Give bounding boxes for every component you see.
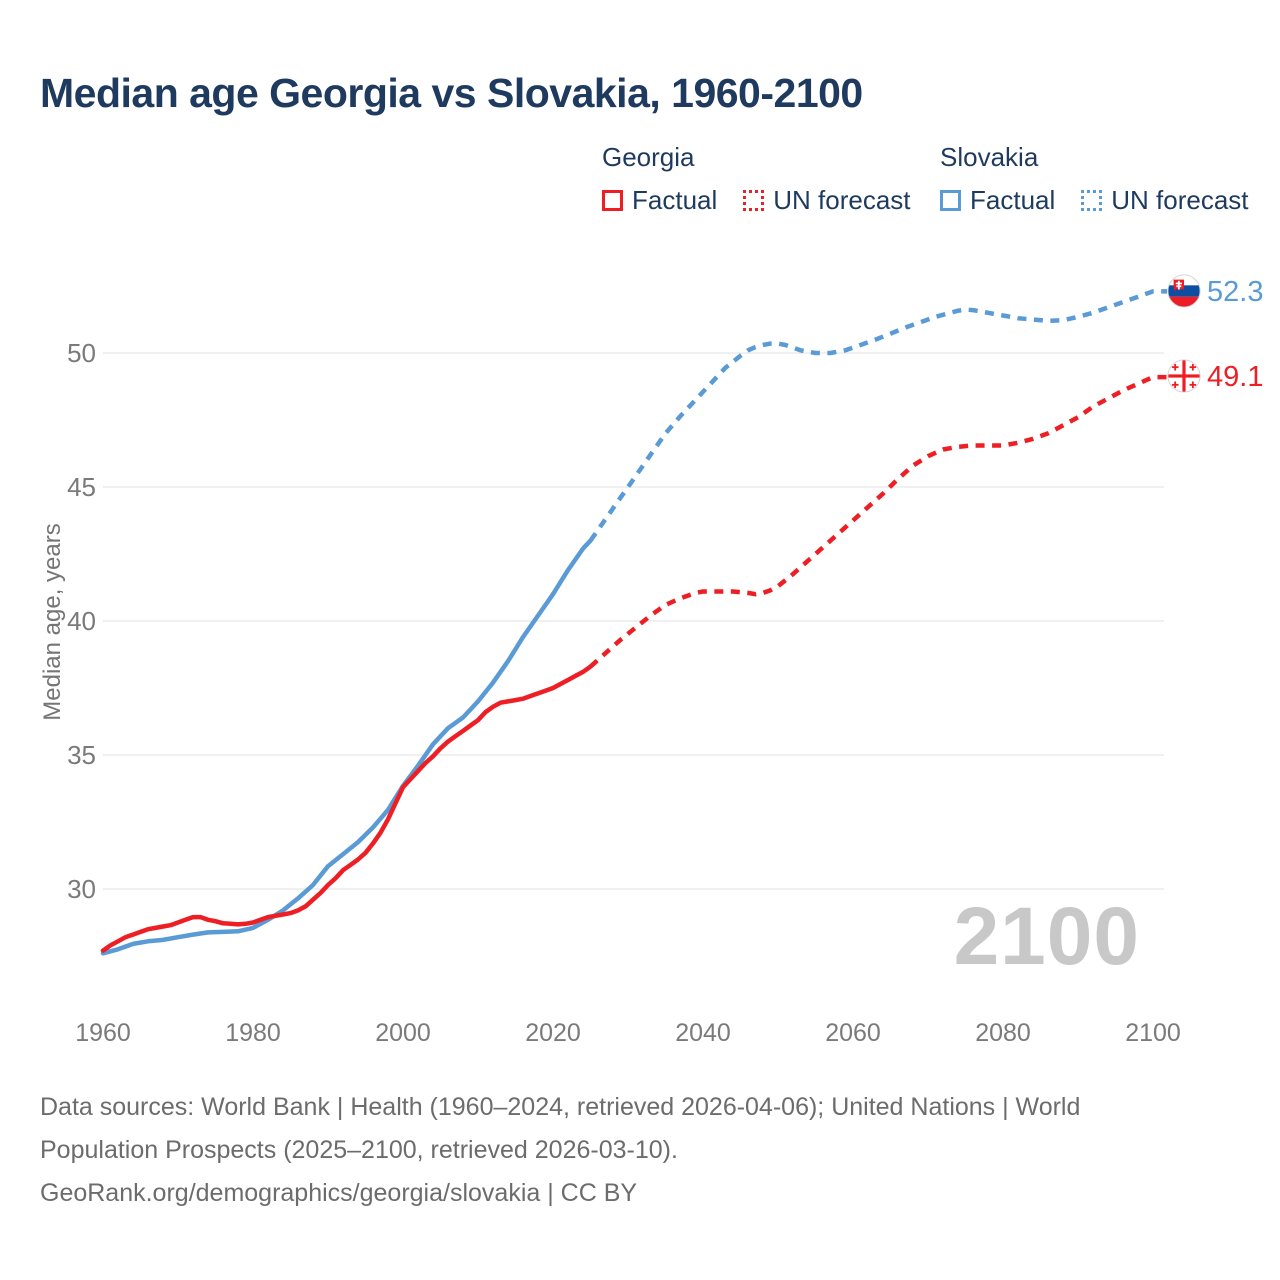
x-tick-1980: 1980 xyxy=(225,1019,281,1047)
y-tick-35: 35 xyxy=(67,740,96,770)
legend-group-slovakia: Slovakia Factual UN forecast xyxy=(940,142,1249,216)
data-sources-line1: Data sources: World Bank | Health (1960–… xyxy=(40,1093,1081,1121)
x-tick-2100: 2100 xyxy=(1125,1019,1181,1047)
legend-item-georgia-forecast: UN forecast xyxy=(743,185,911,216)
legend-header-slovakia: Slovakia xyxy=(940,142,1039,172)
legend-item-slovakia-factual: Factual xyxy=(940,185,1055,216)
series-georgia-factual xyxy=(100,664,593,953)
legend: Georgia Factual UN forecast Slovakia Fac… xyxy=(602,142,1262,222)
legend-item-georgia-factual: Factual xyxy=(602,185,717,216)
y-tick-40: 40 xyxy=(67,606,96,636)
series-slovakia-forecast xyxy=(588,289,1167,542)
x-tick-1960: 1960 xyxy=(75,1019,131,1047)
footer: Data sources: World Bank | Health (1960–… xyxy=(40,1086,1080,1215)
x-tick-2040: 2040 xyxy=(675,1019,731,1047)
watermark-year: 2100 xyxy=(953,891,1140,982)
legend-label: UN forecast xyxy=(1111,185,1249,215)
legend-header-georgia: Georgia xyxy=(602,142,695,172)
legend-label: Factual xyxy=(632,185,718,215)
x-tick-2020: 2020 xyxy=(525,1019,581,1047)
x-tick-2080: 2080 xyxy=(975,1019,1031,1047)
slovakia-end-value: 52.3 xyxy=(1207,276,1264,308)
x-tick-2060: 2060 xyxy=(825,1019,881,1047)
series-slovakia-factual xyxy=(100,538,593,956)
legend-item-slovakia-forecast: UN forecast xyxy=(1081,185,1249,216)
y-tick-45: 45 xyxy=(67,472,96,502)
legend-label: Factual xyxy=(970,185,1056,215)
credit-line: GeoRank.org/demographics/georgia/slovaki… xyxy=(40,1179,638,1207)
georgia-end-value: 49.1 xyxy=(1207,361,1264,393)
slovakia-flag-icon xyxy=(1167,274,1201,308)
georgia-forecast-swatch xyxy=(743,190,765,211)
series-georgia-forecast xyxy=(589,374,1167,669)
legend-group-georgia: Georgia Factual UN forecast xyxy=(602,142,911,216)
y-tick-50: 50 xyxy=(67,338,96,368)
data-sources-line2: Population Prospects (2025–2100, retriev… xyxy=(40,1136,678,1164)
y-tick-30: 30 xyxy=(67,874,96,904)
chart-title: Median age Georgia vs Slovakia, 1960-210… xyxy=(40,70,863,116)
legend-label: UN forecast xyxy=(773,185,911,215)
georgia-flag-icon xyxy=(1167,359,1201,393)
georgia-factual-swatch xyxy=(602,190,623,211)
slovakia-factual-swatch xyxy=(940,190,961,211)
slovakia-forecast-swatch xyxy=(1081,190,1103,211)
x-tick-2000: 2000 xyxy=(375,1019,431,1047)
